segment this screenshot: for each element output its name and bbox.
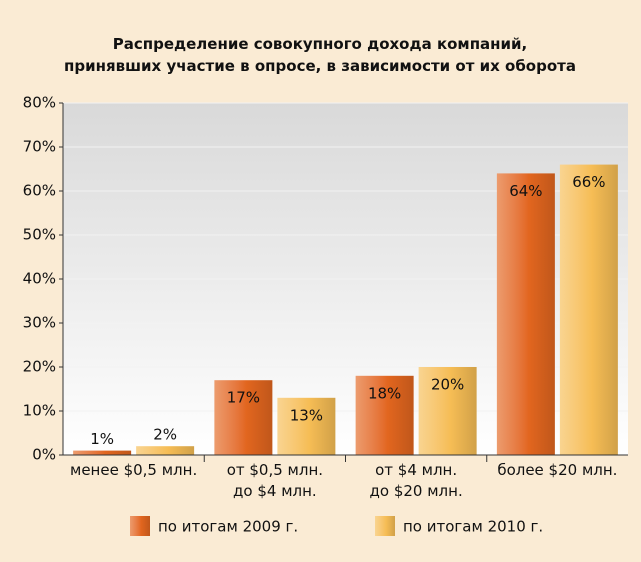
legend-label: по итогам 2009 г. [158, 518, 298, 536]
y-tick-label: 10% [23, 402, 56, 420]
bar [214, 380, 273, 455]
value-label: 66% [572, 173, 605, 191]
value-label: 13% [290, 406, 323, 424]
value-label: 1% [90, 430, 114, 448]
value-label: 20% [431, 376, 464, 394]
bar [136, 446, 195, 455]
legend-label: по итогам 2010 г. [403, 518, 543, 536]
bar [559, 164, 618, 455]
value-label: 17% [227, 389, 260, 407]
value-label: 18% [368, 384, 401, 402]
y-tick-label: 20% [23, 358, 56, 376]
x-tick-label: от $4 млн. до $20 млн. [370, 461, 463, 500]
x-tick-label: менее $0,5 млн. [70, 461, 197, 479]
x-tick-label: от $0,5 млн. до $4 млн. [227, 461, 323, 500]
legend-swatch [375, 516, 395, 536]
y-tick-label: 80% [23, 94, 56, 112]
chart-title: Распределение совокупного дохода компани… [64, 35, 576, 75]
bar [496, 173, 555, 455]
y-tick-label: 70% [23, 138, 56, 156]
y-tick-label: 40% [23, 270, 56, 288]
y-tick-label: 0% [32, 446, 56, 464]
bar [418, 367, 477, 455]
value-label: 2% [153, 426, 177, 444]
bar [277, 397, 336, 455]
value-label: 64% [509, 182, 542, 200]
bar [355, 375, 414, 455]
bar [73, 450, 132, 455]
x-tick-label: более $20 млн. [497, 461, 617, 479]
y-tick-label: 30% [23, 314, 56, 332]
y-tick-label: 60% [23, 182, 56, 200]
legend-swatch [130, 516, 150, 536]
y-tick-label: 50% [23, 226, 56, 244]
